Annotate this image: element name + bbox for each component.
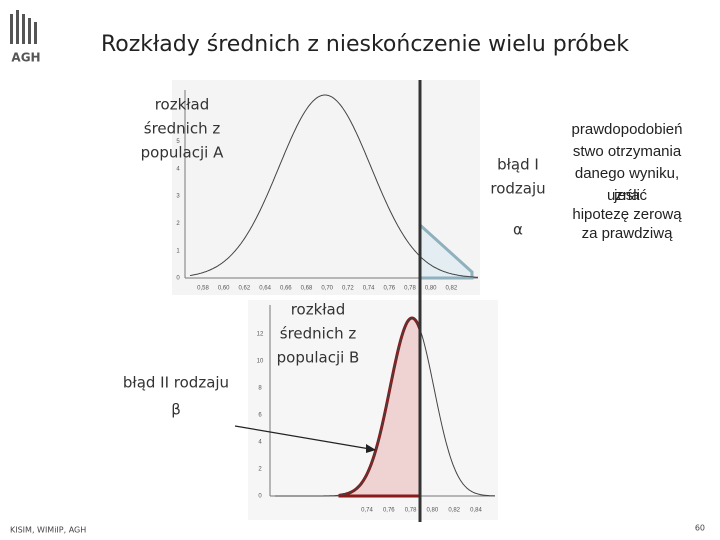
annotations: rozkład średnich z populacji A błąd I rodzaj… bbox=[123, 96, 683, 419]
annotation-line: hipotezę zerową bbox=[572, 206, 682, 223]
annotation-line: danego wyniku, bbox=[575, 165, 679, 182]
logo: AGH bbox=[10, 10, 41, 65]
alpha-symbol: α bbox=[513, 221, 523, 239]
bottom-plot: 0,74 0,76 0,78 0,80 0,82 0,84 0 2 4 6 8 10 12 bbox=[248, 300, 498, 520]
x-tick-label: 0,84 bbox=[470, 508, 482, 514]
density-curve-a bbox=[189, 94, 479, 278]
annotation-line: rodzaju bbox=[490, 180, 545, 198]
x-tick-label: 0,70 bbox=[321, 286, 333, 292]
top-plot: 0,58 0,60 0,62 0,64 0,66 0,68 0,70 0,72 0,74 0,76… bbox=[172, 80, 480, 295]
x-tick-label: 0,58 bbox=[197, 286, 209, 292]
annotation-line: rozkład bbox=[155, 96, 210, 114]
footer-source: KISIM, WIMiIP, AGH bbox=[10, 526, 86, 535]
y-tick-label: 1 bbox=[176, 248, 180, 254]
x-tick-label: 0,76 bbox=[383, 508, 395, 514]
x-tick-label: 0,76 bbox=[383, 286, 395, 292]
x-tick-label: 0,74 bbox=[361, 508, 373, 514]
annotation-line: za prawdziwą bbox=[582, 225, 674, 242]
y-tick-label: 2 bbox=[258, 467, 262, 473]
logo-text: AGH bbox=[11, 51, 40, 65]
density-curve-b bbox=[275, 317, 496, 497]
arrow bbox=[234, 425, 371, 450]
x-tick-label: 0,78 bbox=[404, 286, 416, 292]
x-tick-label: 0,66 bbox=[280, 286, 292, 292]
y-tick-label: 8 bbox=[258, 386, 262, 392]
arrow-head bbox=[366, 444, 376, 453]
annotation-line: populacji B bbox=[277, 349, 360, 367]
annotation-line: populacji A bbox=[141, 144, 224, 162]
annotation-line: stwo otrzymania bbox=[573, 143, 682, 160]
y-tick-label: 5 bbox=[176, 139, 180, 145]
y-tick-label: 3 bbox=[176, 194, 180, 200]
x-tick-label: 0,60 bbox=[218, 286, 230, 292]
annotation-line: średnich z bbox=[280, 325, 357, 343]
y-tick-label: 0 bbox=[176, 276, 180, 282]
x-tick-label: 0,68 bbox=[301, 286, 313, 292]
page-number: 60 bbox=[695, 524, 705, 533]
type-two-error: błąd II rodzaju bbox=[123, 374, 229, 392]
x-tick-label: 0,64 bbox=[259, 286, 271, 292]
x-tick-label: 0,80 bbox=[425, 286, 437, 292]
annotation-line: błąd I bbox=[497, 156, 539, 174]
annotation-line: prawdopodobień bbox=[572, 121, 683, 138]
x-tick-label: 0,74 bbox=[363, 286, 375, 292]
annotation-line: średnich z bbox=[144, 120, 221, 138]
y-tick-label: 10 bbox=[257, 359, 264, 365]
y-tick-label: 4 bbox=[176, 166, 180, 172]
y-tick-label: 6 bbox=[258, 413, 262, 419]
x-tick-label: 0,78 bbox=[405, 508, 417, 514]
x-tick-label: 0,82 bbox=[446, 286, 458, 292]
y-tick-label: 4 bbox=[258, 440, 262, 446]
beta-symbol: β bbox=[171, 401, 181, 419]
annotation-line: rozkład bbox=[291, 301, 346, 319]
annotation-line: jeśli bbox=[613, 187, 640, 204]
y-tick-label: 12 bbox=[257, 332, 264, 338]
x-tick-label: 0,72 bbox=[342, 286, 354, 292]
y-tick-label: 0 bbox=[258, 494, 262, 500]
y-tick-label: 2 bbox=[176, 221, 180, 227]
x-tick-label: 0,62 bbox=[239, 286, 251, 292]
x-tick-label: 0,80 bbox=[427, 508, 439, 514]
annotation-line: uznać bbox=[607, 187, 648, 204]
x-tick-label: 0,82 bbox=[448, 508, 460, 514]
slide-title: Rozkłady średnich z nieskończenie wielu … bbox=[101, 32, 629, 57]
